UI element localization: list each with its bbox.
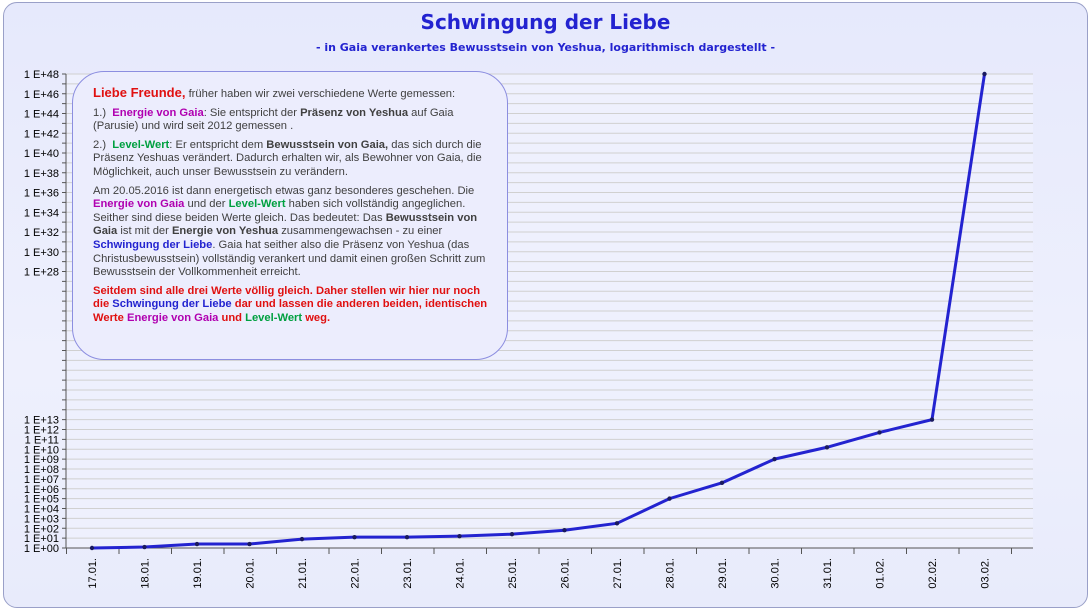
y-tick-label: 1 E+32: [24, 227, 59, 239]
y-tick-label: 1 E+01: [24, 533, 59, 545]
y-tick-label: 1 E+02: [24, 523, 59, 535]
y-tick-label: 1 E+10: [24, 444, 59, 456]
y-tick-label: 1 E+38: [24, 168, 59, 180]
x-tick-label: 29.01.: [717, 558, 729, 589]
data-point: [562, 528, 567, 533]
y-tick-label: 1 E+11: [25, 434, 59, 446]
x-axis-ticks: 17.01. 18.01. 19.01. 20.01. 21.01. 22.01. 23.0…: [87, 558, 992, 589]
data-point: [352, 534, 357, 540]
chart-subtitle: - in Gaia verankertes Bewusstsein von Ye…: [315, 41, 776, 54]
data-point: [772, 456, 777, 462]
y-axis-ticks: 1 E+001 E+011 E+021 E+031 E+041 E+051 E+…: [24, 69, 59, 555]
x-tick-label: 21.01.: [297, 558, 309, 589]
x-tick-label: 27.01.: [612, 558, 624, 589]
y-tick-label: 1 E+44: [24, 109, 59, 121]
info-textbox: Liebe Freunde, früher haben wir zwei ver…: [72, 71, 508, 360]
data-point: [877, 430, 882, 435]
data-point: [247, 541, 252, 547]
data-point: [142, 544, 147, 550]
note-greeting: Liebe Freunde,: [93, 85, 186, 100]
data-point: [89, 545, 95, 551]
y-tick-label: 1 E+04: [24, 504, 59, 516]
series-line: [91, 73, 986, 550]
x-tick-label: 02.02.: [927, 558, 939, 589]
data-point: [719, 480, 725, 486]
y-tick-label: 1 E+30: [24, 247, 59, 259]
data-point: [509, 531, 515, 537]
data-point: [457, 533, 462, 539]
note-paragraph-4: Seitdem sind alle drei Werte völlig glei…: [93, 284, 488, 324]
x-tick-label: 26.01.: [560, 558, 572, 589]
y-tick-label: 1 E+42: [24, 128, 59, 140]
x-tick-label: 01.02.: [875, 558, 887, 589]
note-item-2: 2.) Level-Wert: Er entspricht dem Bewuss…: [93, 138, 482, 178]
x-tick-label: 20.01.: [245, 558, 257, 589]
x-tick-label: 18.01.: [140, 558, 152, 589]
y-tick-label: 1 E+48: [24, 69, 59, 81]
y-tick-label: 1 E+09: [24, 454, 59, 466]
note-intro: Liebe Freunde, früher haben wir zwei ver…: [93, 85, 456, 100]
x-tick-label: 28.01.: [665, 558, 677, 589]
data-point: [404, 534, 410, 540]
y-tick-label: 1 E+08: [24, 464, 59, 476]
chart-title: Schwingung der Liebe: [420, 10, 671, 34]
y-tick-label: 1 E+05: [24, 494, 59, 506]
axes: [62, 73, 1033, 554]
y-tick-label: 1 E+28: [24, 267, 59, 279]
series-schwingung-der-liebe: [89, 71, 987, 551]
x-tick-label: 31.01.: [822, 558, 834, 589]
y-tick-label: 1 E+46: [24, 89, 59, 101]
x-tick-label: 03.02.: [980, 558, 992, 589]
y-tick-label: 1 E+00: [24, 543, 59, 555]
note-paragraph-3: Am 20.05.2016 ist dann energetisch etwas…: [93, 184, 486, 279]
data-point: [299, 536, 305, 542]
x-tick-label: 22.01.: [350, 558, 362, 589]
y-tick-label: 1 E+13: [24, 415, 59, 427]
x-tick-label: 24.01.: [455, 558, 467, 589]
y-tick-label: 1 E+03: [24, 513, 59, 525]
x-tick-label: 23.01.: [402, 558, 414, 589]
y-tick-label: 1 E+07: [24, 474, 59, 486]
y-tick-label: 1 E+34: [24, 207, 59, 219]
data-point: [929, 417, 935, 422]
y-tick-label: 1 E+06: [24, 484, 59, 496]
data-point: [667, 496, 672, 501]
x-tick-label: 19.01.: [192, 558, 204, 589]
note-item-1: 1.) Energie von Gaia: Sie entspricht der…: [93, 106, 454, 133]
data-point: [614, 521, 620, 526]
y-tick-label: 1 E+36: [24, 188, 59, 200]
y-tick-label: 1 E+40: [24, 148, 59, 160]
data-point: [824, 445, 830, 450]
y-tick-label: 1 E+12: [24, 425, 59, 437]
x-tick-label: 30.01.: [770, 558, 782, 589]
x-tick-label: 25.01.: [507, 558, 519, 589]
data-point: [194, 541, 200, 547]
x-tick-label: 17.01.: [87, 558, 99, 589]
data-point: [982, 71, 987, 77]
